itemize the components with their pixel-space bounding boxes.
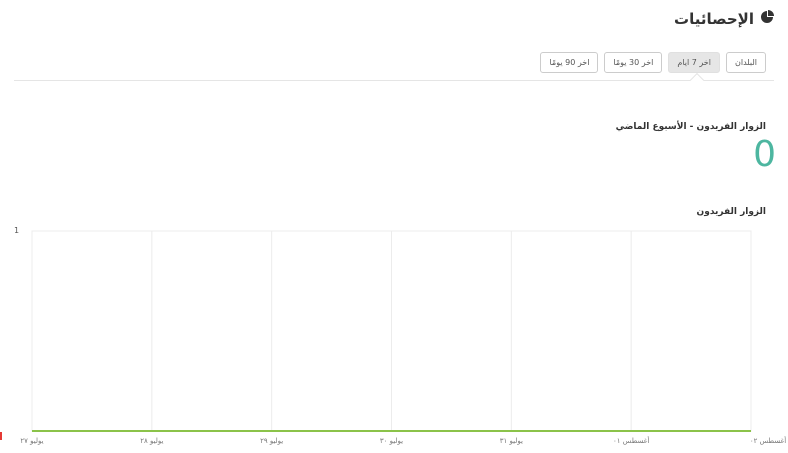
scroll-marker	[0, 432, 2, 440]
x-tick-label: يوليو ٣١	[500, 437, 523, 445]
x-tick-label: أغسطس ٠٢	[750, 436, 786, 445]
tab-30-days[interactable]: اخر 30 يومًا	[604, 52, 663, 73]
x-tick-label: يوليو ٢٨	[140, 437, 163, 445]
stat-value: 0	[753, 134, 776, 175]
chart-title: الزوار الفريدون	[696, 207, 766, 217]
x-tick-label: أغسطس ٠١	[613, 436, 649, 445]
range-tabs: البلدان اخر 7 ايام اخر 30 يومًا اخر 90 ي…	[540, 52, 766, 73]
page-title: الإحصائيات	[674, 10, 774, 28]
tab-7-days[interactable]: اخر 7 ايام	[668, 52, 720, 73]
x-tick-label: يوليو ٣٠	[380, 437, 403, 445]
divider	[14, 80, 774, 81]
pie-chart-icon	[760, 10, 774, 28]
tab-countries[interactable]: البلدان	[725, 52, 766, 73]
tab-90-days[interactable]: اخر 90 يومًا	[540, 52, 599, 73]
y-tick-label: 1	[14, 226, 19, 235]
stat-label: الزوار الفريدون - الأسبوع الماضي	[615, 122, 766, 132]
x-tick-label: يوليو ٢٩	[260, 437, 283, 445]
x-tick-label: يوليو ٢٧	[20, 437, 43, 445]
